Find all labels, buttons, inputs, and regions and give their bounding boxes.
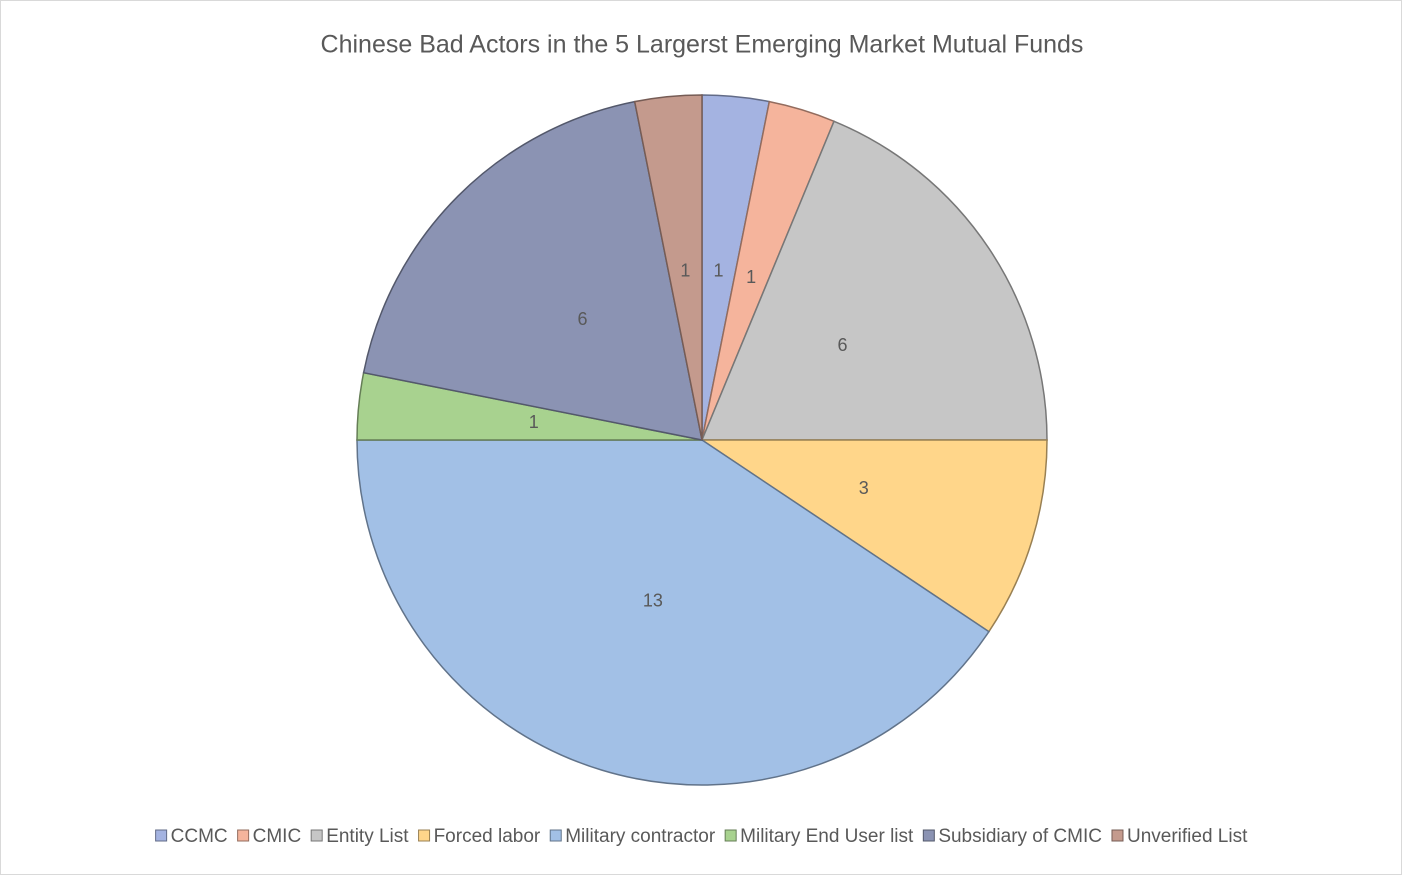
pie-slice — [633, 94, 703, 441]
legend-swatch — [549, 829, 562, 842]
legend-swatch — [1111, 829, 1124, 842]
data-label: 13 — [643, 591, 663, 611]
legend-label: Military End User list — [740, 826, 914, 847]
legend-swatch — [237, 829, 250, 842]
legend-swatch — [922, 829, 935, 842]
data-label: 1 — [680, 261, 690, 281]
legend-label: Forced labor — [434, 826, 541, 847]
legend: CCMC CMIC Entity List Forced labor Military … — [155, 826, 1248, 847]
legend-label: Military contractor — [565, 826, 716, 847]
pie-slice — [699, 439, 1048, 633]
legend-swatch — [418, 829, 431, 842]
chart-title: Chinese Bad Actors in the 5 Largerst Eme… — [321, 31, 1084, 59]
legend-label: Entity List — [326, 826, 409, 847]
legend-label: CMIC — [253, 826, 302, 847]
pie-slice — [356, 439, 990, 786]
legend-label: Unverified List — [1127, 826, 1248, 847]
pie-slice — [362, 100, 703, 441]
legend-swatch — [155, 829, 168, 842]
data-label: 3 — [859, 478, 869, 498]
legend-swatch — [310, 829, 323, 842]
data-label: 1 — [746, 267, 756, 287]
data-label: 6 — [577, 309, 587, 329]
data-label: 1 — [529, 412, 539, 432]
legend-label: CCMC — [171, 826, 228, 847]
legend-swatch — [724, 829, 737, 842]
legend-label: Subsidiary of CMIC — [938, 826, 1102, 847]
pie-slice — [700, 120, 1048, 441]
data-label: 1 — [714, 261, 724, 281]
data-label: 6 — [838, 335, 848, 355]
